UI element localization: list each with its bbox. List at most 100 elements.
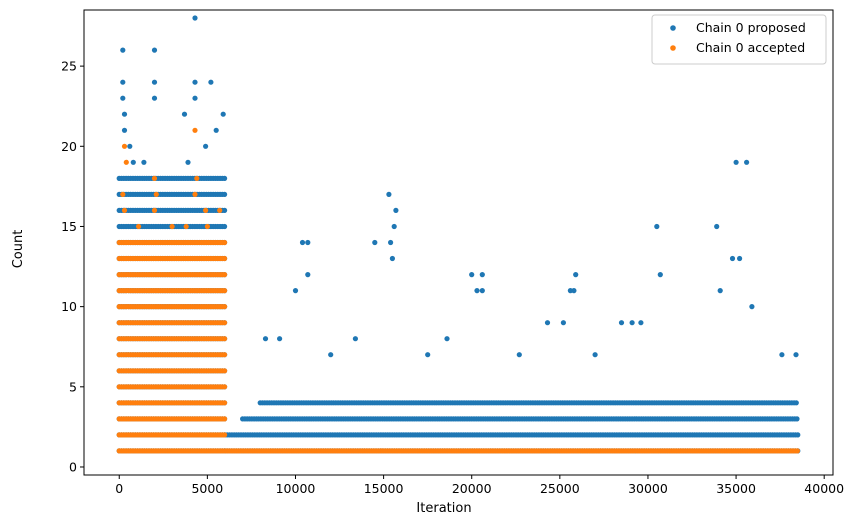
axes: 0 5000 10000 15000 20000 25000 30000 35000 40000… bbox=[61, 9, 844, 496]
data-point bbox=[151, 47, 158, 53]
data-point bbox=[222, 207, 228, 213]
data-point bbox=[222, 384, 228, 390]
data-point bbox=[618, 320, 625, 326]
data-point bbox=[222, 432, 228, 438]
data-point bbox=[185, 159, 191, 165]
data-point bbox=[352, 336, 358, 342]
data-point bbox=[638, 320, 644, 326]
data-point bbox=[208, 79, 214, 85]
legend-marker-proposed bbox=[670, 25, 676, 31]
data-point bbox=[795, 432, 801, 438]
data-point bbox=[393, 207, 399, 213]
data-point bbox=[222, 288, 228, 294]
data-point bbox=[192, 15, 198, 21]
data-point bbox=[192, 79, 198, 85]
data-point bbox=[328, 352, 334, 358]
data-point bbox=[120, 79, 126, 85]
data-point bbox=[222, 416, 228, 422]
data-point bbox=[121, 143, 128, 149]
data-point bbox=[479, 288, 485, 294]
legend-label-accepted: Chain 0 accepted bbox=[696, 40, 805, 55]
data-point bbox=[425, 352, 431, 358]
data-point bbox=[151, 207, 158, 213]
data-point bbox=[203, 143, 209, 149]
axes-frame bbox=[83, 9, 834, 476]
y-tick-label: 0 bbox=[69, 459, 77, 474]
y-tick-label: 20 bbox=[61, 139, 77, 154]
legend-marker-accepted bbox=[670, 45, 676, 51]
data-point bbox=[516, 352, 522, 358]
data-point bbox=[136, 223, 142, 230]
data-point bbox=[220, 111, 226, 117]
data-point bbox=[386, 191, 392, 197]
data-point bbox=[277, 336, 283, 342]
data-point bbox=[222, 352, 228, 358]
data-point bbox=[120, 191, 126, 197]
data-point bbox=[120, 95, 126, 101]
data-point bbox=[474, 288, 480, 294]
x-tick-label: 40000 bbox=[804, 481, 844, 496]
data-point bbox=[794, 416, 800, 422]
data-point bbox=[372, 239, 378, 246]
data-point bbox=[794, 448, 801, 454]
data-point bbox=[654, 223, 660, 230]
x-tick-label: 25000 bbox=[540, 481, 580, 496]
x-tick-label: 10000 bbox=[276, 481, 316, 496]
data-point bbox=[714, 223, 720, 230]
data-point bbox=[479, 272, 485, 278]
data-point bbox=[222, 336, 228, 342]
x-tick-label: 35000 bbox=[716, 481, 756, 496]
data-point bbox=[262, 336, 269, 342]
data-point bbox=[793, 352, 799, 358]
data-point bbox=[444, 336, 450, 342]
y-axis-label: Count bbox=[11, 230, 26, 269]
legend-label-proposed: Chain 0 proposed bbox=[696, 20, 806, 35]
x-tick-label: 5000 bbox=[191, 481, 223, 496]
data-point bbox=[217, 207, 223, 213]
data-point bbox=[222, 175, 228, 181]
x-tick-label: 30000 bbox=[628, 481, 668, 496]
data-point bbox=[469, 272, 475, 278]
data-point bbox=[192, 95, 198, 101]
data-point bbox=[292, 288, 299, 294]
data-point bbox=[141, 159, 147, 165]
data-point bbox=[222, 255, 228, 262]
x-axis-label: Iteration bbox=[416, 501, 471, 516]
data-point bbox=[121, 207, 128, 213]
legend: Chain 0 proposed Chain 0 accepted bbox=[651, 14, 827, 65]
data-point bbox=[192, 191, 198, 197]
data-point bbox=[222, 368, 228, 374]
data-point bbox=[567, 288, 574, 294]
data-point bbox=[222, 400, 228, 406]
data-point bbox=[222, 191, 228, 197]
data-point bbox=[388, 239, 394, 246]
y-tick-label: 15 bbox=[61, 219, 77, 234]
y-tick-label: 5 bbox=[69, 379, 77, 394]
data-point bbox=[222, 239, 228, 246]
data-point bbox=[222, 223, 228, 230]
y-tick-label: 10 bbox=[61, 299, 77, 314]
x-tick-label: 15000 bbox=[364, 481, 404, 496]
data-point bbox=[151, 95, 158, 101]
data-point bbox=[151, 175, 158, 181]
data-point bbox=[123, 159, 129, 165]
data-point bbox=[181, 111, 188, 117]
data-point bbox=[733, 159, 739, 165]
data-point bbox=[169, 223, 175, 230]
data-point bbox=[204, 223, 210, 230]
data-point bbox=[222, 272, 228, 278]
x-tick-label: 0 bbox=[115, 481, 123, 496]
series-accepted bbox=[116, 127, 801, 454]
data-point bbox=[779, 352, 785, 358]
data-point bbox=[151, 79, 158, 85]
data-point bbox=[544, 320, 551, 326]
data-point bbox=[299, 239, 306, 246]
data-point bbox=[737, 255, 743, 262]
data-point bbox=[749, 304, 755, 310]
data-point bbox=[183, 223, 189, 230]
data-point bbox=[717, 288, 723, 294]
data-point bbox=[592, 352, 598, 358]
data-point bbox=[222, 304, 228, 310]
data-point bbox=[153, 191, 159, 197]
